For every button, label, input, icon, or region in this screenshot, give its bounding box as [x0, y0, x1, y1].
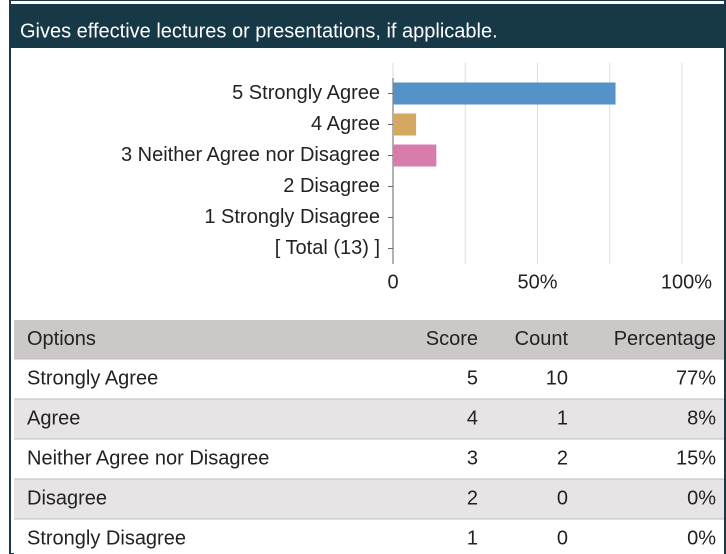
table-cell: 4: [467, 407, 478, 429]
table-cell: 0%: [687, 527, 716, 549]
bar: [393, 82, 616, 105]
column-header: Count: [515, 328, 569, 350]
x-tick-label: 0: [387, 271, 398, 293]
table-row: [14, 399, 724, 439]
table-cell: 8%: [687, 407, 716, 429]
table-row: [14, 359, 724, 399]
table-header: [14, 320, 724, 359]
table-cell: 5: [467, 367, 478, 389]
table-row: [14, 439, 724, 479]
table-cell: 77%: [676, 367, 716, 389]
table-cell: 1: [467, 527, 478, 549]
bar: [393, 113, 417, 136]
column-header: Score: [426, 328, 478, 350]
table-cell: 3: [467, 447, 478, 469]
table-cell: 10: [546, 367, 568, 389]
category-label: 2 Disagree: [283, 175, 380, 197]
table-row: [14, 479, 724, 519]
bar: [393, 144, 437, 167]
x-tick-label: 50%: [517, 271, 557, 293]
table-row: [14, 519, 724, 554]
chart-title: Gives effective lectures or presentation…: [20, 20, 498, 42]
column-header: Options: [27, 328, 96, 350]
category-label: 5 Strongly Agree: [232, 82, 380, 104]
table-cell: 15%: [676, 447, 716, 469]
category-label: 3 Neither Agree nor Disagree: [121, 144, 380, 166]
table-cell: 0: [557, 527, 568, 549]
table-cell: Neither Agree nor Disagree: [27, 447, 269, 469]
column-header: Percentage: [614, 328, 716, 350]
table-cell: Strongly Agree: [27, 367, 158, 389]
category-label: 4 Agree: [311, 113, 380, 135]
table-cell: 0: [557, 487, 568, 509]
table-cell: Agree: [27, 407, 80, 429]
x-tick-label: 100%: [661, 271, 712, 293]
table-cell: 2: [467, 487, 478, 509]
table-cell: 2: [557, 447, 568, 469]
category-label: [ Total (13) ]: [275, 237, 380, 259]
header: [10, 4, 725, 48]
table-cell: 1: [557, 407, 568, 429]
table-cell: Disagree: [27, 487, 107, 509]
category-label: 1 Strongly Disagree: [204, 206, 380, 228]
table-cell: 0%: [687, 487, 716, 509]
table-cell: Strongly Disagree: [27, 527, 186, 549]
